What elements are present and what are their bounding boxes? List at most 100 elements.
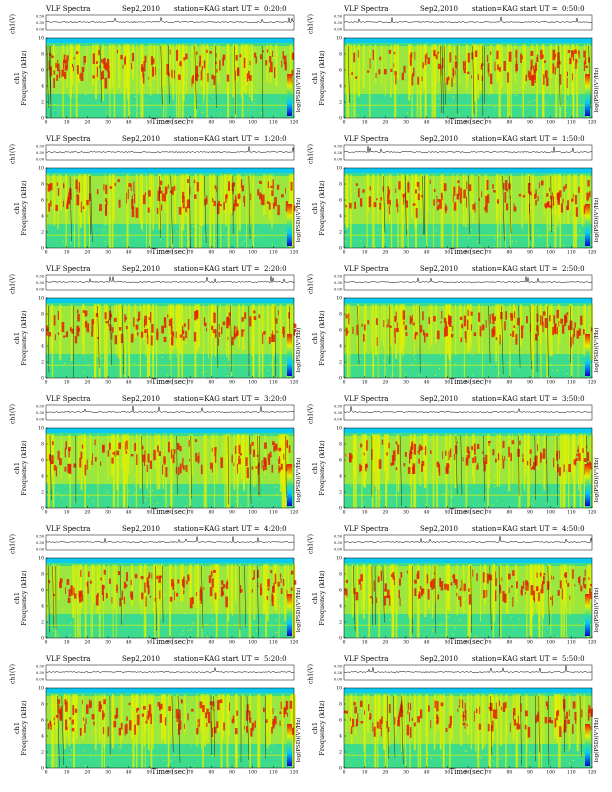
- intense-emission: [274, 573, 277, 584]
- intense-emission: [68, 449, 70, 458]
- sferic-streak: [564, 174, 566, 223]
- noise-speckle: [558, 487, 560, 489]
- waveform-axes: [343, 404, 593, 421]
- intense-emission: [513, 311, 515, 319]
- sferic-streak: [80, 564, 83, 609]
- intense-emission: [104, 77, 108, 89]
- waveform-tick-label: 0.00: [334, 418, 343, 422]
- intense-emission: [503, 61, 506, 71]
- intense-emission: [360, 198, 363, 207]
- noise-speckle: [383, 96, 385, 98]
- intense-emission: [215, 453, 217, 463]
- x-tick-label: 10: [362, 250, 368, 256]
- intense-emission: [445, 326, 448, 337]
- dark-streak: [547, 305, 549, 377]
- sferic-streak: [255, 434, 258, 475]
- noise-speckle: [468, 238, 470, 240]
- sferic-streak: [468, 304, 470, 354]
- intense-emission: [183, 323, 186, 327]
- title-segment: start UT =: [222, 525, 260, 533]
- intense-emission: [280, 463, 283, 470]
- intense-emission: [156, 575, 159, 579]
- intense-emission: [448, 315, 451, 324]
- sferic-streak: [150, 434, 152, 508]
- sferic-streak: [198, 174, 200, 248]
- intense-emission: [251, 466, 254, 470]
- intense-emission: [57, 63, 60, 72]
- intense-emission: [260, 54, 263, 60]
- noise-speckle: [566, 108, 568, 110]
- noise-speckle: [119, 495, 121, 497]
- noise-speckle: [85, 489, 87, 491]
- sferic-streak: [194, 564, 197, 608]
- intense-emission: [584, 569, 586, 577]
- sferic-streak: [458, 44, 460, 86]
- sferic-streak: [371, 434, 374, 508]
- noise-speckle: [479, 99, 481, 101]
- intense-emission: [535, 334, 538, 341]
- intense-emission: [558, 450, 560, 460]
- sferic-streak: [125, 44, 128, 88]
- intense-emission: [389, 200, 391, 206]
- cutoff-band: [46, 168, 294, 173]
- frequency-label: Frequency (kHz): [318, 310, 326, 366]
- noise-speckle: [490, 247, 492, 249]
- sferic-streak: [424, 434, 427, 488]
- intense-emission: [454, 61, 458, 69]
- intense-emission: [375, 318, 378, 325]
- intense-emission: [551, 595, 553, 606]
- sferic-streak: [508, 44, 511, 118]
- intense-emission: [276, 184, 280, 190]
- intense-emission: [179, 61, 182, 67]
- colorbar: [287, 594, 292, 636]
- intense-emission: [141, 65, 143, 72]
- noise-speckle: [553, 229, 555, 231]
- intense-emission: [572, 334, 574, 345]
- intense-emission: [489, 314, 491, 324]
- intense-emission: [164, 186, 168, 195]
- intense-emission: [78, 590, 81, 598]
- title-segment: start UT =: [520, 5, 558, 13]
- noise-speckle: [424, 243, 426, 245]
- intense-emission: [569, 595, 571, 600]
- intense-emission: [214, 185, 217, 189]
- sferic-streak: [226, 304, 228, 357]
- noise-speckle: [248, 507, 250, 509]
- intense-emission: [123, 581, 126, 589]
- waveform-tick-label: 0.30: [36, 21, 45, 25]
- intense-emission: [228, 318, 231, 326]
- noise-speckle: [197, 100, 199, 102]
- intense-emission: [101, 70, 105, 80]
- noise-speckle: [492, 504, 494, 506]
- intense-emission: [535, 189, 537, 198]
- noise-speckle: [579, 230, 581, 232]
- sferic-streak: [181, 304, 184, 378]
- noise-speckle: [406, 230, 408, 232]
- intense-emission: [533, 590, 536, 598]
- intense-emission: [175, 331, 177, 339]
- intense-emission: [499, 584, 502, 591]
- intense-emission: [355, 592, 359, 601]
- dark-streak: [546, 435, 548, 503]
- intense-emission: [467, 319, 469, 330]
- intense-emission: [266, 201, 270, 204]
- intense-emission: [221, 591, 224, 596]
- sferic-streak: [496, 44, 499, 79]
- sferic-streak: [174, 174, 177, 224]
- intense-emission: [244, 312, 247, 319]
- sferic-streak: [506, 564, 509, 614]
- intense-emission: [409, 315, 412, 325]
- noise-speckle: [291, 111, 293, 112]
- dark-streak: [481, 45, 484, 117]
- intense-emission: [559, 190, 562, 198]
- intense-emission: [212, 329, 216, 334]
- sferic-streak: [185, 304, 187, 347]
- sferic-streak: [448, 304, 450, 360]
- sferic-streak: [550, 564, 552, 638]
- noise-speckle: [560, 236, 562, 237]
- intense-emission: [562, 198, 564, 204]
- intense-emission: [174, 70, 175, 79]
- intense-emission: [544, 60, 546, 64]
- intense-emission: [69, 187, 71, 191]
- noise-speckle: [63, 116, 65, 118]
